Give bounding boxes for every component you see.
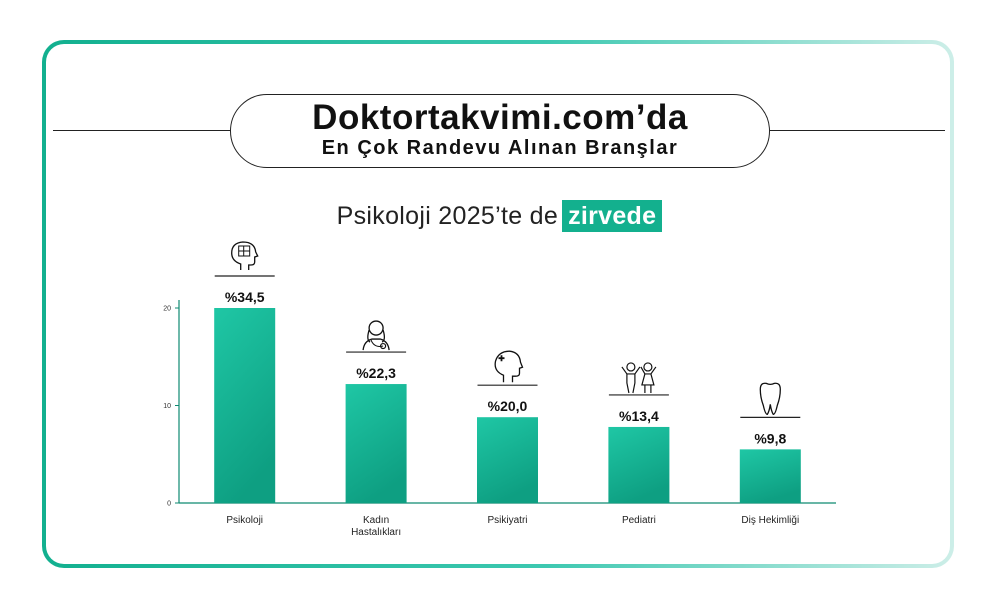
category-label: Psikoloji	[226, 515, 263, 526]
head-plus-icon	[494, 350, 524, 383]
y-tick-label: 10	[163, 403, 171, 410]
title-rule-left	[53, 130, 231, 131]
bar-4	[608, 426, 670, 503]
bar-1	[214, 308, 276, 503]
bar-2	[345, 384, 407, 503]
category-label: Hastalıkları	[351, 527, 401, 538]
children-icon	[621, 362, 657, 394]
title-pill: Doktortakvimi.com’da En Çok Randevu Alın…	[230, 94, 770, 168]
data-label: %20,0	[488, 398, 528, 414]
bar-5	[739, 449, 801, 503]
data-label: %9,8	[754, 430, 786, 446]
page-title: Doktortakvimi.com’da	[312, 98, 688, 137]
headline: Psikoloji 2025’te de zirvede	[0, 200, 999, 232]
data-label: %34,5	[225, 289, 265, 305]
data-label: %13,4	[619, 408, 659, 424]
brain-head-icon	[231, 241, 259, 270]
headline-text: Psikoloji 2025’te de	[336, 202, 559, 230]
y-tick-label: 0	[167, 501, 171, 508]
category-label: Psikiyatri	[487, 515, 527, 526]
bar-3	[477, 417, 538, 503]
category-label: Diş Hekimliği	[741, 515, 799, 526]
title-rule-right	[770, 130, 945, 131]
headline-highlight: zirvede	[562, 200, 663, 232]
female-doctor-icon	[362, 320, 390, 351]
page-subtitle: En Çok Randevu Alınan Branşlar	[321, 137, 679, 159]
y-tick-label: 20	[163, 306, 171, 313]
data-label: %22,3	[356, 365, 396, 381]
category-label: Kadın	[363, 515, 389, 526]
tooth-icon	[759, 382, 781, 416]
category-label: Pediatri	[622, 515, 656, 526]
